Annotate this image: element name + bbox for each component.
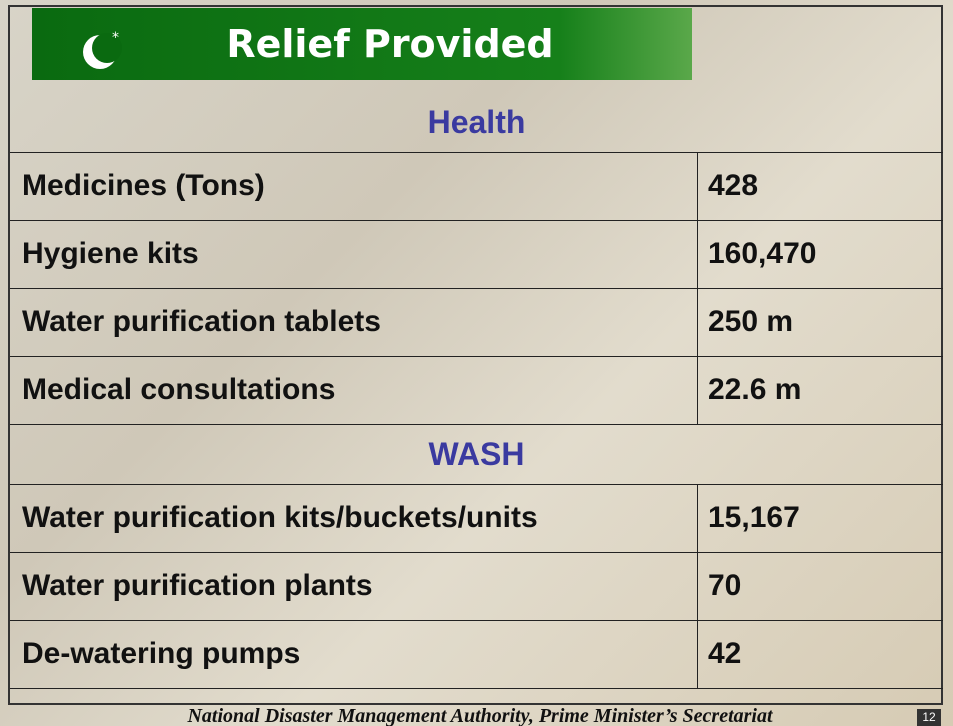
- row-value: 42: [708, 637, 742, 670]
- row-line: [10, 688, 943, 689]
- row-label: Hygiene kits: [22, 237, 199, 270]
- row-line: [10, 484, 943, 485]
- crescent-icon: *: [83, 30, 122, 69]
- row-label: Medicines (Tons): [22, 169, 265, 202]
- row-label: Water purification plants: [22, 569, 373, 602]
- header-bar: *: [32, 8, 692, 80]
- column-line: [697, 484, 698, 688]
- row-value: 22.6 m: [708, 373, 802, 406]
- row-value: 70: [708, 569, 742, 602]
- row-line: [10, 220, 943, 221]
- row-line: [10, 620, 943, 621]
- row-line: [10, 424, 943, 425]
- row-label: Medical consultations: [22, 373, 336, 406]
- row-line: [10, 152, 943, 153]
- row-label: De-watering pumps: [22, 637, 301, 670]
- section-heading: Health: [427, 104, 526, 140]
- column-line: [697, 152, 698, 424]
- row-value: 250 m: [708, 305, 794, 338]
- frame: [8, 5, 943, 705]
- row-line: [10, 356, 943, 357]
- row-label: Water purification tablets: [22, 305, 381, 338]
- section-heading: WASH: [428, 436, 525, 472]
- row-value: 160,470: [708, 237, 817, 270]
- page-number: 12: [917, 709, 941, 726]
- row-value: 428: [708, 169, 759, 202]
- row-value: 15,167: [708, 501, 800, 534]
- title: Relief Provided: [226, 22, 554, 66]
- svg-text:*: *: [112, 30, 119, 46]
- footer-text: National Disaster Management Authority, …: [187, 705, 773, 726]
- row-label: Water purification kits/buckets/units: [22, 501, 538, 534]
- row-line: [10, 288, 943, 289]
- row-line: [10, 552, 943, 553]
